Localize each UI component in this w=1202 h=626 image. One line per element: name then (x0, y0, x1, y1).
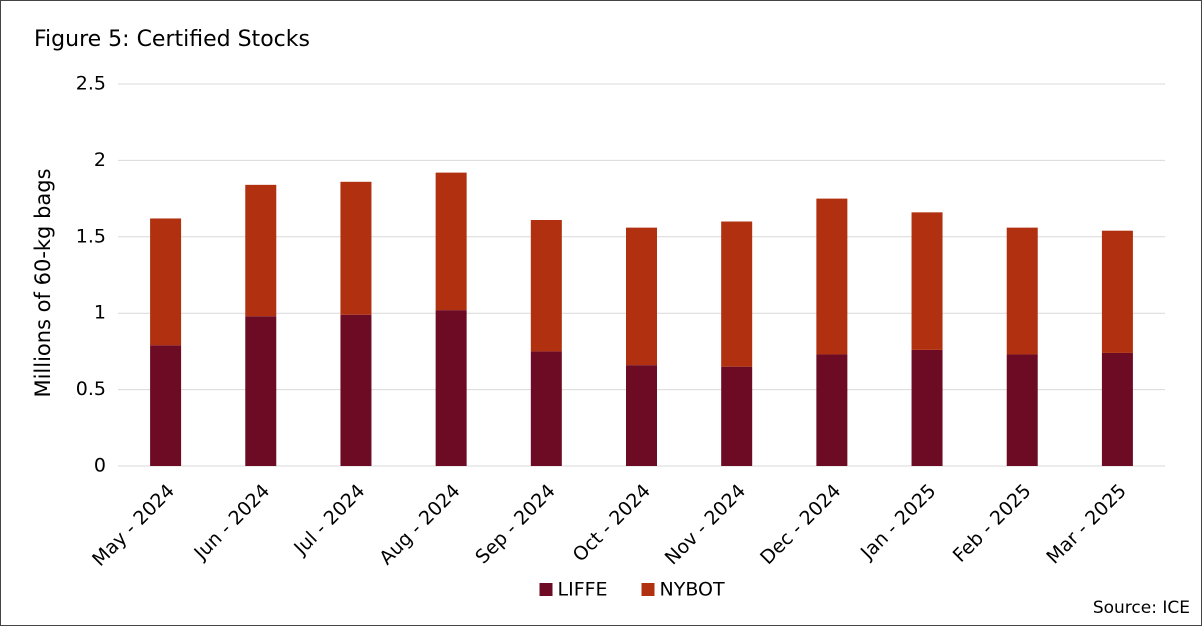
bar-segment (530, 351, 562, 466)
bar-segment (245, 316, 277, 466)
y-tick-label: 1 (94, 302, 106, 324)
chart-title: Figure 5: Certified Stocks (34, 27, 310, 52)
bar-segment (340, 314, 372, 466)
bar-segment (626, 365, 657, 466)
legend-swatch (539, 583, 553, 596)
bar-segment (626, 227, 657, 366)
source: Source: ICE (1093, 598, 1190, 618)
y-tick-label: 1.5 (76, 225, 106, 247)
bar-segment (911, 212, 943, 350)
bar-segment (1101, 230, 1133, 353)
bar-segment (721, 221, 753, 367)
y-tick-label: 0.5 (76, 378, 106, 400)
y-axis-label: Millions of 60-kg bags (31, 168, 55, 397)
bar-segment (721, 366, 753, 466)
legend-label: NYBOT (660, 579, 725, 601)
bar-segment (435, 172, 467, 311)
bar-segment (340, 181, 372, 315)
bar-segment (1006, 354, 1038, 466)
y-tick-label: 2.5 (76, 73, 106, 95)
y-tick-label: 2 (94, 149, 106, 171)
bar-segment (150, 345, 182, 466)
bar-segment (1006, 227, 1038, 355)
bar-segment (816, 354, 848, 466)
bar-segment (816, 198, 848, 355)
bar-segment (435, 310, 467, 466)
legend-swatch (641, 583, 655, 596)
bar-segment (150, 218, 182, 346)
bar-segment (911, 349, 943, 466)
bar-segment (1101, 352, 1133, 466)
legend-label: LIFFE (558, 579, 608, 601)
bar-segment (245, 184, 277, 317)
bar-segment (530, 219, 562, 352)
y-tick-label: 0 (94, 455, 106, 477)
